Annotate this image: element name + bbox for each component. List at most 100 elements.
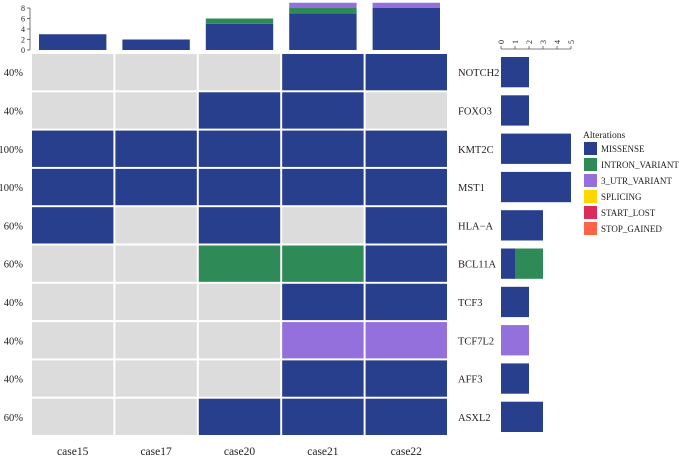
percentage-label: 60% bbox=[4, 413, 24, 424]
right-bar-segment-missense bbox=[501, 363, 529, 394]
right-bar-tick-label: 1 bbox=[511, 40, 520, 44]
alteration-missense bbox=[198, 398, 281, 435]
alteration-missense bbox=[32, 130, 114, 167]
legend-label: INTRON_VARIANT bbox=[601, 160, 679, 170]
alteration-3-utr-variant bbox=[365, 322, 447, 359]
top-bar-tick-label: 2 bbox=[21, 36, 25, 45]
percentage-label: 40% bbox=[4, 106, 24, 117]
top-bar-segment-missense bbox=[372, 8, 440, 50]
percentage-label: 40% bbox=[4, 298, 24, 309]
grid-cell bbox=[198, 360, 281, 397]
legend-label: MISSENSE bbox=[601, 144, 645, 154]
percentage-label: 40% bbox=[4, 336, 24, 347]
top-bar-tick-label: 8 bbox=[21, 4, 25, 13]
alteration-missense bbox=[365, 398, 447, 435]
alteration-missense bbox=[365, 168, 447, 206]
grid-cell bbox=[198, 322, 281, 359]
legend-swatch-missense bbox=[584, 142, 597, 155]
alteration-missense bbox=[282, 92, 364, 129]
gene-labels: NOTCH2 FOXO3 KMT2C MST1 HLA−A BCL11A TCF3 TCF7L… bbox=[458, 68, 499, 424]
top-bar-tick-label: 4 bbox=[21, 25, 25, 34]
alteration-missense bbox=[282, 168, 364, 206]
grid-cell bbox=[365, 92, 447, 129]
alteration-missense bbox=[282, 54, 364, 91]
grid-cell bbox=[198, 54, 281, 91]
alterations-legend: Alterations MISSENSE INTRON_VARIANT 3_UTR_V… bbox=[583, 131, 679, 235]
gene-label: FOXO3 bbox=[458, 106, 492, 117]
grid-cell bbox=[115, 245, 197, 282]
grid-cell bbox=[115, 360, 197, 397]
alteration-intron-variant bbox=[282, 245, 364, 282]
right-bar-tick-label: 2 bbox=[525, 40, 534, 44]
grid-cell bbox=[282, 207, 364, 244]
right-bar-segment-missense bbox=[501, 171, 571, 203]
grid-cell bbox=[32, 54, 114, 91]
grid-cell bbox=[115, 54, 197, 91]
legend-swatch-splicing bbox=[584, 190, 597, 203]
gene-label: BCL11A bbox=[458, 260, 497, 271]
alteration-missense bbox=[198, 168, 281, 206]
gene-label: ASXL2 bbox=[458, 413, 491, 424]
legend-label: START_LOST bbox=[601, 208, 656, 218]
right-bar-segment-missense bbox=[501, 210, 543, 241]
top-bar-segment-intron-variant bbox=[289, 8, 357, 14]
alteration-missense bbox=[32, 168, 114, 206]
sample-label: case22 bbox=[391, 446, 423, 458]
alteration-missense bbox=[282, 398, 364, 435]
alteration-missense bbox=[365, 283, 447, 321]
grid-cell bbox=[115, 283, 197, 321]
legend-label: SPLICING bbox=[601, 192, 642, 202]
percentage-label: 100% bbox=[0, 145, 23, 156]
alteration-missense bbox=[198, 207, 281, 244]
grid-cell bbox=[32, 245, 114, 282]
top-bar-segment-missense bbox=[122, 39, 190, 50]
gene-label: TCF7L2 bbox=[458, 336, 494, 347]
alteration-missense bbox=[282, 130, 364, 167]
right-bar-segment-missense bbox=[501, 401, 543, 432]
alteration-missense bbox=[115, 130, 197, 167]
gene-label: NOTCH2 bbox=[458, 68, 499, 79]
legend-swatch-intron-variant bbox=[584, 158, 597, 171]
sample-label: case20 bbox=[224, 446, 256, 458]
top-bar-segment-missense bbox=[205, 23, 274, 50]
legend-swatch-stop-gained bbox=[584, 222, 597, 235]
top-bar-plot: 02 46 8 bbox=[21, 2, 440, 55]
legend-label: STOP_GAINED bbox=[601, 224, 662, 234]
alteration-missense bbox=[282, 283, 364, 321]
grid-cell bbox=[115, 207, 197, 244]
legend-title: Alterations bbox=[583, 131, 626, 141]
right-bar-segment-missense bbox=[501, 133, 571, 164]
grid-cell bbox=[115, 92, 197, 129]
sample-label: case15 bbox=[57, 446, 89, 458]
percentage-label: 40% bbox=[4, 68, 24, 79]
right-bar-tick-label: 4 bbox=[553, 40, 562, 44]
alteration-missense bbox=[115, 168, 197, 206]
alteration-grid bbox=[32, 54, 447, 435]
right-bar-tick-label: 0 bbox=[497, 40, 506, 44]
legend-swatch-start-lost bbox=[584, 206, 597, 219]
percentage-label: 40% bbox=[4, 375, 24, 386]
grid-cell bbox=[115, 322, 197, 359]
sample-label: case21 bbox=[307, 446, 339, 458]
gene-label: KMT2C bbox=[458, 145, 494, 156]
grid-cell bbox=[32, 398, 114, 435]
right-bar-segment-missense bbox=[501, 286, 529, 318]
grid-cell bbox=[115, 398, 197, 435]
right-bar-segment-3-utr-variant bbox=[501, 325, 529, 356]
top-bar-segment-missense bbox=[289, 13, 357, 50]
sample-labels: case15 case17 case20 case21 case22 bbox=[57, 446, 422, 458]
alteration-missense bbox=[365, 207, 447, 244]
top-bar-tick-label: 6 bbox=[21, 15, 25, 24]
gene-label: AFF3 bbox=[458, 375, 483, 386]
right-bar-plot: 0 1 2 3 4 5 bbox=[497, 40, 576, 432]
gene-label: MST1 bbox=[458, 183, 485, 194]
alteration-missense bbox=[365, 54, 447, 91]
gene-label: HLA−A bbox=[458, 221, 494, 232]
right-bar-tick-label: 5 bbox=[567, 40, 576, 44]
percentage-label: 60% bbox=[4, 260, 24, 271]
top-bar-segment-missense bbox=[39, 34, 107, 50]
grid-cell bbox=[198, 283, 281, 321]
legend-swatch-3-utr-variant bbox=[584, 174, 597, 187]
legend-label: 3_UTR_VARIANT bbox=[601, 176, 672, 186]
